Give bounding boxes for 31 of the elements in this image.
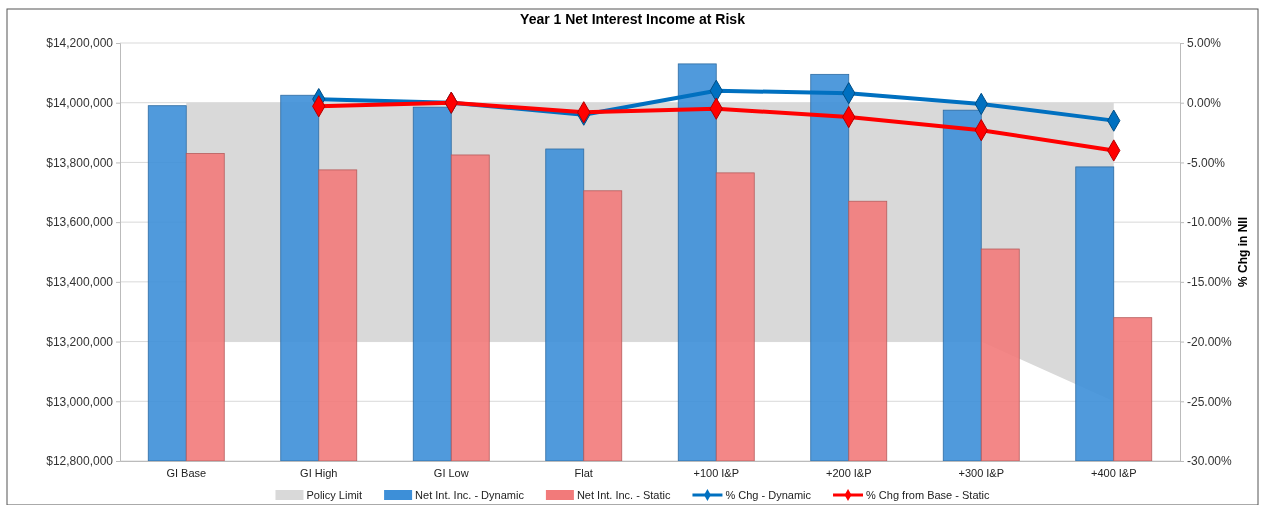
y2-tick-label: -15.00% [1187, 275, 1233, 290]
x-tick-label: Flat [574, 466, 593, 479]
legend-label: % Chg from Base - Static [866, 489, 991, 501]
y-tick-label: $13,000,000 [46, 394, 114, 409]
x-tick-label: +200 I&P [825, 466, 872, 479]
y-tick-label: $13,200,000 [46, 334, 114, 349]
y2-tick-label: -10.00% [1187, 215, 1233, 230]
y-tick-label: $13,400,000 [46, 275, 114, 290]
legend-label: Policy Limit [306, 489, 363, 501]
legend-label: % Chg - Dynamic [725, 489, 812, 501]
y2-tick-label: 5.00% [1187, 36, 1222, 51]
y-tick-label: $13,600,000 [46, 215, 114, 230]
x-tick-label: +100 I&P [693, 466, 740, 479]
legend-label: Net Int. Inc. - Dynamic [415, 489, 525, 501]
y-tick-label: $12,800,000 [46, 454, 114, 469]
x-tick-label: +400 I&P [1090, 466, 1137, 479]
y2-tick-label: -25.00% [1187, 394, 1233, 409]
y2-tick-label: -30.00% [1187, 454, 1233, 469]
chart-title: Year 1 Net Interest Income at Risk [520, 11, 746, 27]
y-tick-label: $14,200,000 [46, 36, 114, 51]
x-tick-label: GI Base [166, 466, 207, 479]
y2-axis-title: % Chg in NII [1236, 217, 1250, 287]
y-tick-label: $14,000,000 [46, 96, 114, 111]
y2-tick-label: 0.00% [1187, 96, 1222, 111]
legend-label: Net Int. Inc. - Static [576, 489, 671, 501]
x-tick-label: GI High [300, 466, 338, 479]
x-tick-label: +300 I&P [958, 466, 1005, 479]
y2-tick-label: -5.00% [1187, 155, 1226, 170]
y2-tick-label: -20.00% [1187, 334, 1233, 349]
y-tick-label: $13,800,000 [46, 155, 114, 170]
x-tick-label: GI Low [433, 466, 469, 479]
